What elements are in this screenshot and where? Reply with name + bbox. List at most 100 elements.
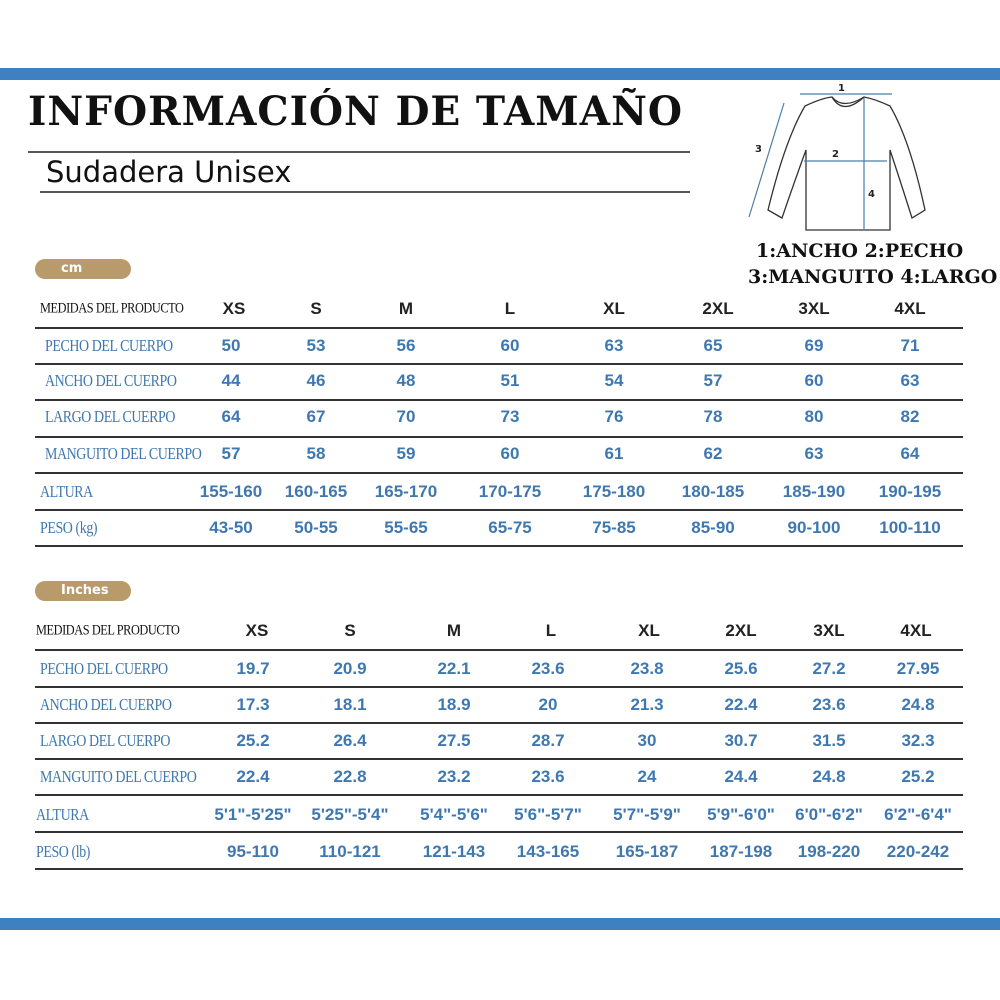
table-cell: 63 (900, 371, 920, 390)
table-cell: 44 (221, 371, 241, 390)
diagram-label-2: 2 (832, 149, 839, 160)
table-cell: 80 (804, 407, 824, 426)
divider (28, 151, 690, 153)
table-cell: 5'25"-5'4" (311, 805, 389, 824)
table-cell: 64 (221, 407, 241, 426)
row-label: LARGO DEL CUERPO (45, 407, 176, 426)
table-cell: 22.8 (333, 767, 367, 786)
size-header: XL (638, 621, 660, 640)
table-cell: 23.6 (531, 659, 565, 678)
row-divider (35, 545, 963, 547)
divider (40, 191, 690, 193)
diagram-label-3: 3 (755, 144, 762, 155)
table-cell: 75-85 (592, 518, 636, 537)
unit-badge: cm (35, 259, 131, 279)
row-divider (35, 831, 963, 833)
table-cell: 48 (396, 371, 416, 390)
row-label: PECHO DEL CUERPO (40, 659, 168, 678)
table-cell: 60 (500, 336, 520, 355)
table-cell: 56 (396, 336, 416, 355)
row-divider (35, 686, 963, 688)
table-cell: 59 (396, 444, 416, 463)
table-cell: 55-65 (384, 518, 428, 537)
table-cell: 143-165 (516, 842, 580, 861)
table-cell: 50 (221, 336, 241, 355)
table-cell: 17.3 (236, 695, 270, 714)
table-cell: 26.4 (333, 731, 367, 750)
size-header: M (446, 621, 462, 640)
table-cell: 24 (637, 767, 657, 786)
table-cell: 24.8 (812, 767, 846, 786)
table-cell: 22.1 (437, 659, 471, 678)
table-cell: 30 (637, 731, 657, 750)
table-cell: 76 (604, 407, 624, 426)
table-cell: 58 (306, 444, 326, 463)
table-cell: 24.4 (724, 767, 758, 786)
table-cell: 23.6 (812, 695, 846, 714)
table-cell: 95-110 (227, 842, 279, 861)
table-cell: 22.4 (724, 695, 758, 714)
table-cell: 18.9 (437, 695, 471, 714)
table-cell: 65 (703, 336, 723, 355)
table-cell: 23.8 (630, 659, 664, 678)
table-cell: 170-175 (478, 482, 542, 501)
table-cell: 25.2 (901, 767, 935, 786)
size-header: 2XL (702, 299, 734, 318)
row-divider (35, 794, 963, 796)
row-label: ALTURA (40, 482, 93, 501)
row-divider (35, 649, 963, 651)
row-divider (35, 722, 963, 724)
table-cell: 5'6"-5'7" (514, 805, 582, 824)
table-cell: 5'7"-5'9" (613, 805, 681, 824)
row-label: LARGO DEL CUERPO (40, 731, 171, 750)
table-cell: 43-50 (209, 518, 253, 537)
table-cell: 63 (804, 444, 824, 463)
row-label: MANGUITO DEL CUERPO (40, 767, 197, 786)
size-header: 4XL (894, 299, 926, 318)
table-cell: 67 (306, 407, 326, 426)
table-cell: 165-187 (615, 842, 679, 861)
row-label: ANCHO DEL CUERPO (45, 371, 177, 390)
diagram-legend-1: 1:ANCHO 2:PECHO (756, 240, 964, 262)
table-cell: 27.2 (812, 659, 846, 678)
row-divider (35, 868, 963, 870)
table-cell: 31.5 (812, 731, 846, 750)
table-cell: 22.4 (236, 767, 270, 786)
table-cell: 160-165 (284, 482, 348, 501)
table-cell: 70 (396, 407, 416, 426)
table-cell: 64 (900, 444, 920, 463)
table-cell: 61 (604, 444, 624, 463)
header-label: MEDIDAS DEL PRODUCTO (40, 300, 184, 317)
row-divider (35, 327, 963, 329)
size-header: XS (245, 621, 269, 640)
table-cell: 32.3 (901, 731, 935, 750)
table-cell: 165-170 (374, 482, 438, 501)
table-cell: 82 (900, 407, 920, 426)
row-label: PESO (kg) (40, 518, 98, 537)
table-cell: 54 (604, 371, 624, 390)
table-cell: 27.95 (896, 659, 940, 678)
table-cell: 23.6 (531, 767, 565, 786)
table-cell: 78 (703, 407, 723, 426)
table-cell: 185-190 (782, 482, 846, 501)
sweatshirt-diagram: 1 2 3 4 (748, 83, 926, 231)
size-header: S (344, 621, 356, 640)
size-header: 3XL (798, 299, 830, 318)
table-cell: 50-55 (294, 518, 338, 537)
table-cell: 198-220 (797, 842, 861, 861)
table-cell: 85-90 (691, 518, 735, 537)
table-cell: 175-180 (582, 482, 646, 501)
table-cell: 18.1 (333, 695, 367, 714)
size-header: 2XL (725, 621, 757, 640)
table-cell: 63 (604, 336, 624, 355)
size-header: XS (222, 299, 246, 318)
table-cell: 6'0"-6'2" (795, 805, 863, 824)
top-accent-bar (0, 68, 1000, 80)
header-label: MEDIDAS DEL PRODUCTO (36, 622, 180, 639)
row-label: ANCHO DEL CUERPO (40, 695, 172, 714)
page-subtitle: Sudadera Unisex (46, 155, 292, 189)
page-title: INFORMACIÓN DE TAMAÑO (28, 88, 684, 135)
row-divider (35, 399, 963, 401)
table-cell: 25.2 (236, 731, 270, 750)
table-cell: 21.3 (630, 695, 664, 714)
